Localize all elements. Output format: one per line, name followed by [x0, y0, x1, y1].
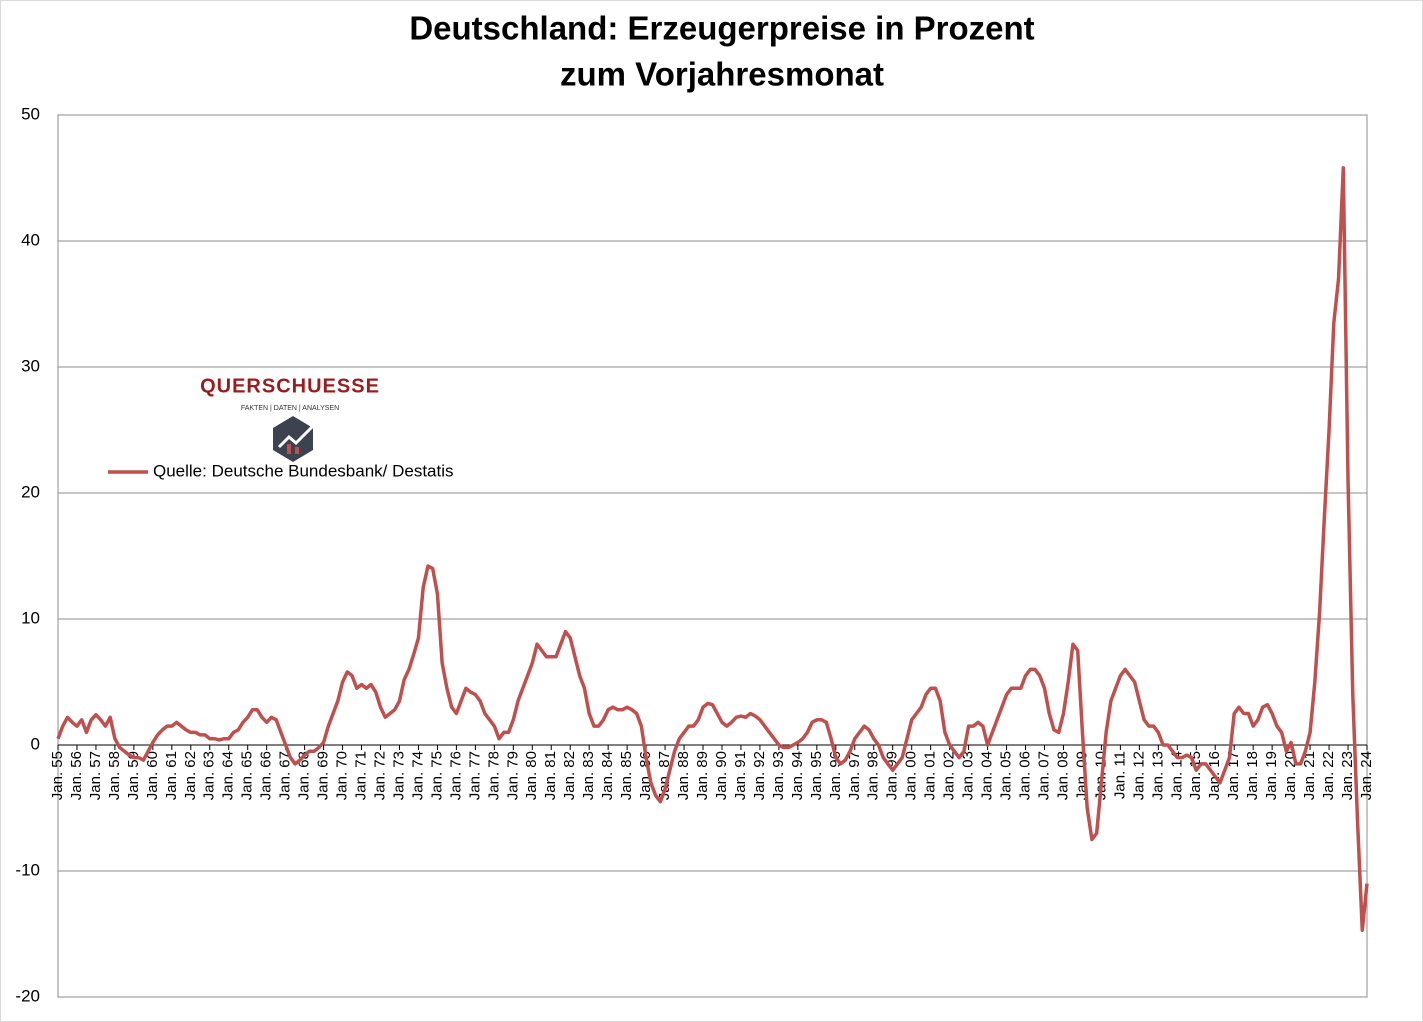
- x-tick-label: Jan. 01: [922, 751, 939, 800]
- x-tick-label: Jan. 63: [201, 751, 218, 800]
- x-tick-label: Jan. 92: [751, 751, 768, 800]
- x-tick-label: Jan. 19: [1263, 751, 1280, 800]
- logo-bar: [295, 447, 299, 454]
- x-tick-label: Jan. 22: [1320, 751, 1337, 800]
- x-tick-label: Jan. 59: [125, 751, 142, 800]
- x-tick-label: Jan. 91: [732, 751, 749, 800]
- x-tick-label: Jan. 70: [334, 751, 351, 800]
- x-tick-label: Jan. 58: [106, 751, 123, 800]
- x-tick-label: Jan. 90: [713, 751, 730, 800]
- y-tick-label: 10: [21, 608, 40, 627]
- x-tick-label: Jan. 67: [277, 751, 294, 800]
- x-tick-label: Jan. 56: [68, 751, 85, 800]
- x-tick-label: Jan. 02: [941, 751, 958, 800]
- x-tick-label: Jan. 55: [49, 751, 66, 800]
- x-tick-label: Jan. 82: [561, 751, 578, 800]
- y-tick-label: 0: [31, 734, 40, 753]
- x-tick-label: Jan. 69: [315, 751, 332, 800]
- x-tick-label: Jan. 18: [1244, 751, 1261, 800]
- x-tick-label: Jan. 98: [865, 751, 882, 800]
- x-tick-label: Jan. 75: [428, 751, 445, 800]
- y-tick-label: 30: [21, 356, 40, 375]
- y-tick-label: -10: [15, 860, 40, 879]
- x-tick-label: Jan. 83: [580, 751, 597, 800]
- x-tick-label: Jan. 64: [220, 751, 237, 800]
- x-tick-label: Jan. 03: [960, 751, 977, 800]
- x-tick-label: Jan. 81: [542, 751, 559, 800]
- x-tick-label: Jan. 60: [144, 751, 161, 800]
- x-tick-label: Jan. 06: [1016, 751, 1033, 800]
- x-tick-label: Jan. 80: [523, 751, 540, 800]
- x-tick-label: Jan. 93: [770, 751, 787, 800]
- logo-name: QUERSCHUESSE: [200, 375, 380, 397]
- chart-subtitle: zum Vorjahresmonat: [560, 56, 884, 93]
- x-tick-label: Jan. 99: [884, 751, 901, 800]
- x-tick-label: Jan. 07: [1035, 751, 1052, 800]
- x-tick-label: Jan. 04: [979, 751, 996, 800]
- x-tick-label: Jan. 79: [504, 751, 521, 800]
- x-tick-label: Jan. 78: [485, 751, 502, 800]
- x-tick-label: Jan. 97: [846, 751, 863, 800]
- x-tick-label: Jan. 72: [371, 751, 388, 800]
- logo: QUERSCHUESSE FAKTEN | DATEN | ANALYSEN: [200, 375, 380, 462]
- x-tick-label: Jan. 00: [903, 751, 920, 800]
- x-tick-label: Jan. 73: [390, 751, 407, 800]
- x-tick-label: Jan. 08: [1054, 751, 1071, 800]
- data-line: [56, 166, 1369, 932]
- y-tick-label: 40: [21, 230, 40, 249]
- x-tick-label: Jan. 71: [353, 751, 370, 800]
- x-tick-label: Jan. 62: [182, 751, 199, 800]
- y-tick-label: 50: [21, 104, 40, 123]
- x-tick-label: Jan. 65: [239, 751, 256, 800]
- x-tick-label: Jan. 24: [1358, 751, 1375, 800]
- x-tick-label: Jan. 21: [1301, 751, 1318, 800]
- legend-label: Quelle: Deutsche Bundesbank/ Destatis: [153, 461, 454, 480]
- x-tick-label: Jan. 14: [1168, 751, 1185, 800]
- x-tick-label: Jan. 88: [675, 751, 692, 800]
- x-tick-label: Jan. 84: [599, 751, 616, 800]
- y-tick-label: -20: [15, 986, 40, 1005]
- x-tick-label: Jan. 85: [618, 751, 635, 800]
- x-tick-label: Jan. 76: [447, 751, 464, 800]
- x-tick-label: Jan. 66: [258, 751, 275, 800]
- logo-bar: [287, 444, 291, 454]
- x-tick-label: Jan. 12: [1130, 751, 1147, 800]
- x-tick-label: Jan. 77: [466, 751, 483, 800]
- y-tick-label: 20: [21, 482, 40, 501]
- x-tick-label: Jan. 74: [409, 751, 426, 800]
- x-tick-label: Jan. 13: [1149, 751, 1166, 800]
- x-tick-label: Jan. 20: [1282, 751, 1299, 800]
- x-tick-label: Jan. 17: [1225, 751, 1242, 800]
- x-tick-label: Jan. 57: [87, 751, 104, 800]
- x-tick-label: Jan. 89: [694, 751, 711, 800]
- x-tick-label: Jan. 05: [998, 751, 1015, 800]
- x-tick-label: Jan. 23: [1339, 751, 1356, 800]
- plot-border: [57, 114, 1368, 998]
- chart-title: Deutschland: Erzeugerpreise in Prozent: [409, 10, 1034, 47]
- x-tick-label: Jan. 94: [789, 751, 806, 800]
- x-tick-label: Jan. 87: [656, 751, 673, 800]
- x-tick-label: Jan. 11: [1111, 751, 1128, 799]
- logo-arrow: [277, 423, 316, 449]
- x-tick-label: Jan. 68: [296, 751, 313, 800]
- x-tick-label: Jan. 86: [637, 751, 654, 800]
- logo-tagline: FAKTEN | DATEN | ANALYSEN: [241, 405, 339, 412]
- x-tick-label: Jan. 61: [163, 751, 180, 800]
- x-tick-label: Jan. 95: [808, 751, 825, 800]
